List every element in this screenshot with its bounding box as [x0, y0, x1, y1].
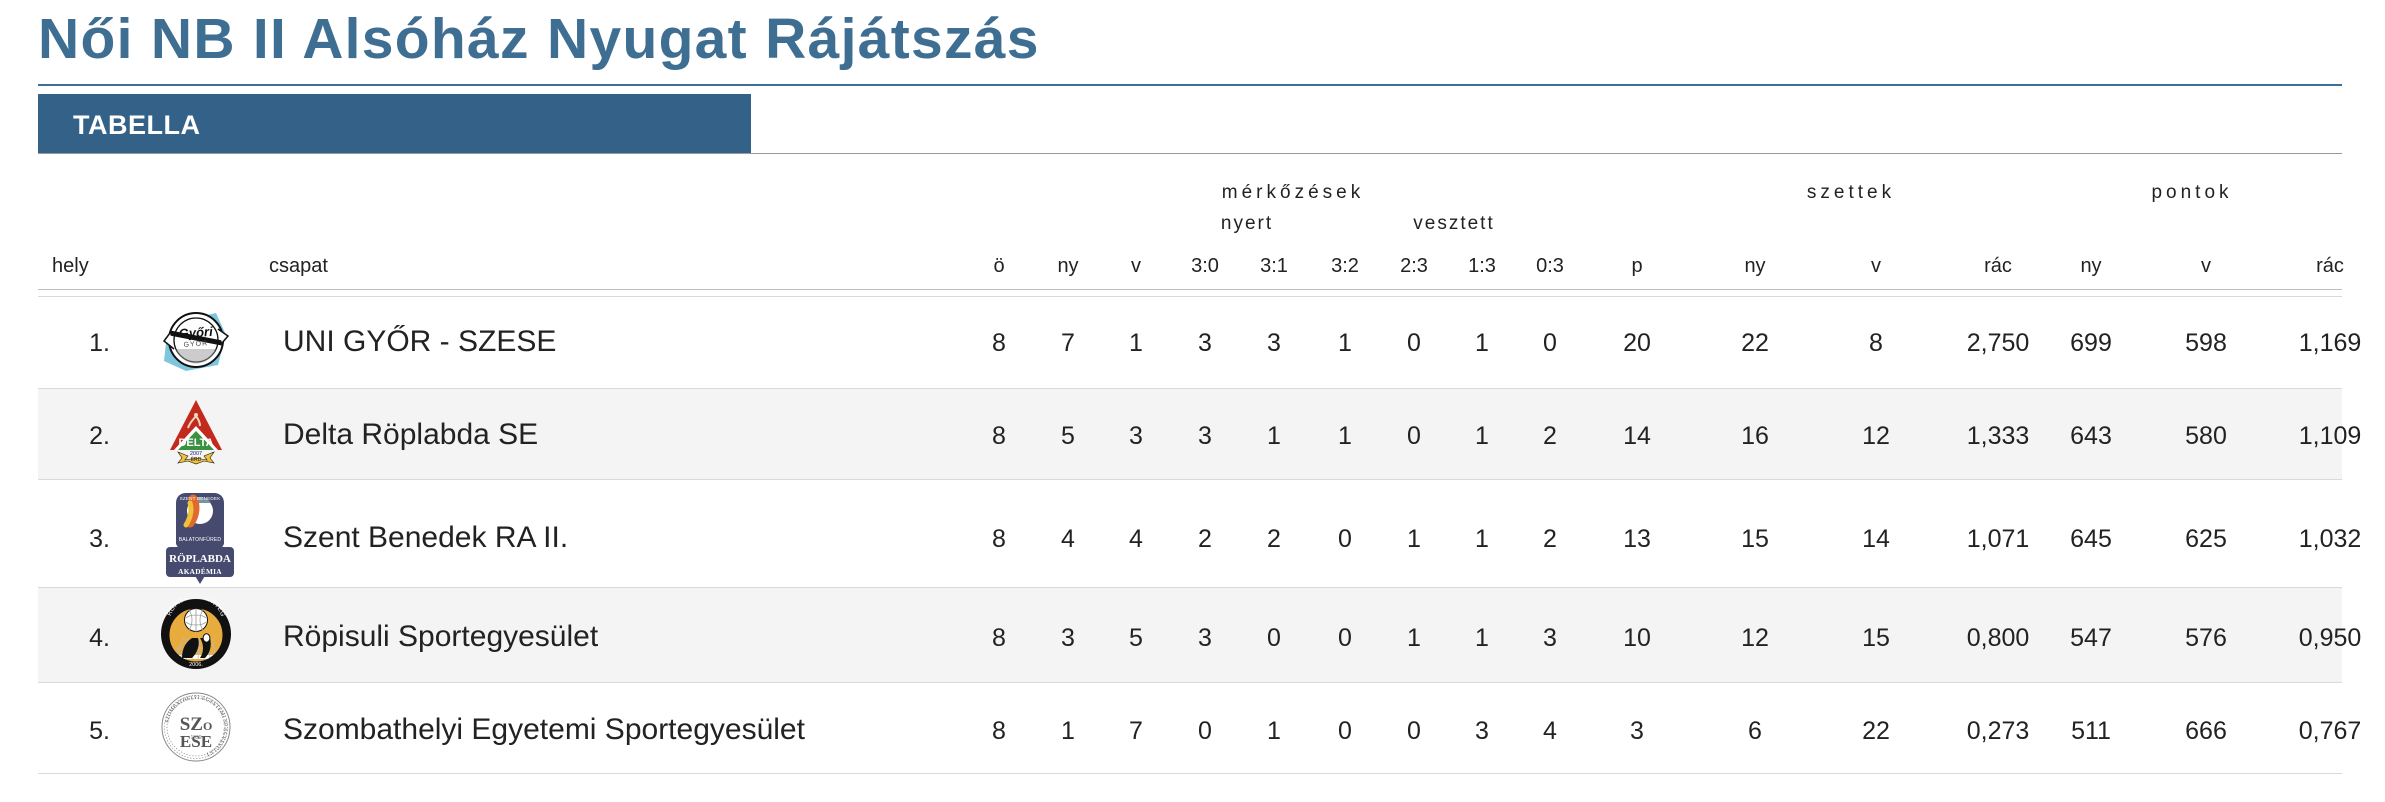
svg-text:ÉRD: ÉRD	[191, 456, 202, 463]
svg-text:BALATONFÜRED: BALATONFÜRED	[179, 536, 222, 543]
svg-text:Győri: Győri	[178, 324, 213, 341]
svg-text:2006.: 2006.	[189, 662, 203, 668]
svg-text:AKADÉMIA: AKADÉMIA	[178, 566, 222, 576]
svg-text:RÖPLABDA: RÖPLABDA	[169, 552, 231, 565]
svg-text:DELTA: DELTA	[178, 437, 213, 449]
svg-text:1999: 1999	[190, 735, 201, 741]
svg-text:SZENT BENEDEK: SZENT BENEDEK	[180, 496, 222, 501]
